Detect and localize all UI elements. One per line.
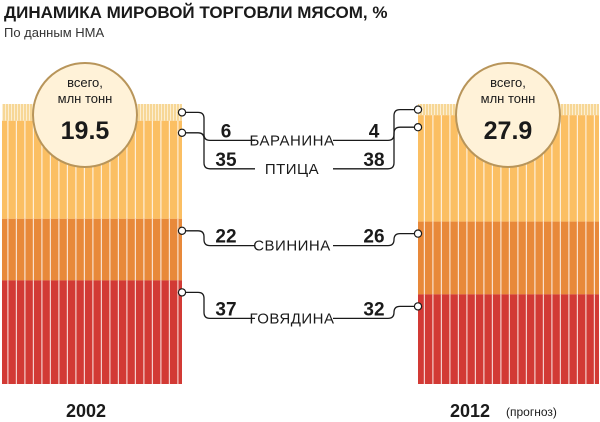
category-label-2002: 2002 [66, 401, 106, 421]
connector-dot-left-pork [177, 226, 187, 235]
total-circle-ring [455, 62, 561, 168]
value-2012-pork: 26 [363, 227, 384, 248]
series-label-beef: ГОВЯДИНА [249, 310, 334, 327]
value-2012-poultry: 38 [363, 150, 384, 171]
connector-left-pork [182, 230, 255, 247]
series-label-poultry: ПТИЦА [265, 161, 319, 178]
total-circle-2012: всего,млн тонн 27.9 [455, 62, 561, 168]
chart-title: ДИНАМИКА МИРОВОЙ ТОРГОВЛИ МЯСОМ, % [4, 3, 387, 22]
total-value: 19.5 [61, 117, 110, 145]
value-2002-mutton: 6 [221, 121, 232, 142]
connector-left-beef [182, 291, 255, 320]
category-label-2012: 2012 [450, 401, 490, 421]
connector-right-pork [333, 232, 418, 247]
connector-dot-right-poultry [413, 122, 423, 132]
total-circle-2002: всего,млн тонн 19.5 [32, 62, 138, 168]
connector-dot-left-beef [177, 288, 187, 297]
connector-dot-right-beef [413, 302, 423, 311]
total-circle-ring [32, 62, 138, 168]
connector-right-mutton [333, 108, 418, 142]
value-2012-mutton: 4 [369, 121, 380, 142]
series-label-mutton: БАРАНИНА [250, 132, 335, 149]
value-2002-poultry: 35 [215, 150, 237, 171]
connectors-layer [177, 105, 423, 320]
connector-dot-left-poultry [177, 128, 187, 137]
connector-dot-right-mutton [413, 105, 423, 114]
connector-left-mutton [182, 111, 255, 142]
category-labels: 2002 2012 (прогноз) [66, 401, 557, 421]
bars-layer [2, 104, 599, 384]
series-label-pork: СВИНИНА [253, 238, 331, 255]
total-label-line: всего, [490, 75, 526, 90]
bar-texture-pork-2012 [418, 221, 599, 295]
total-label-line: всего, [67, 75, 103, 90]
connector-right-beef [333, 305, 418, 320]
labels-layer: 6 4 БАРАНИНА 35 38 ПТИЦА 22 26 СВИНИНА 37 32 ГОВЯДИ… [215, 121, 384, 327]
total-value: 27.9 [484, 117, 533, 145]
value-2002-beef: 37 [215, 299, 236, 320]
bar-texture-beef-2012 [418, 294, 599, 384]
value-2002-pork: 22 [215, 227, 236, 248]
total-label-line: млн тонн [58, 91, 113, 106]
total-label-line: млн тонн [481, 91, 536, 106]
bar-texture-beef-2002 [2, 280, 182, 384]
chart-subtitle: По данным НМА [4, 25, 104, 40]
connector-dot-right-pork [413, 229, 423, 238]
bar-texture-pork-2002 [2, 218, 182, 281]
connector-dot-left-mutton [177, 108, 187, 117]
value-2012-beef: 32 [363, 299, 384, 320]
category-note-2012: (прогноз) [506, 405, 557, 419]
connector-left-poultry [182, 132, 255, 170]
connector-right-poultry [333, 126, 418, 170]
